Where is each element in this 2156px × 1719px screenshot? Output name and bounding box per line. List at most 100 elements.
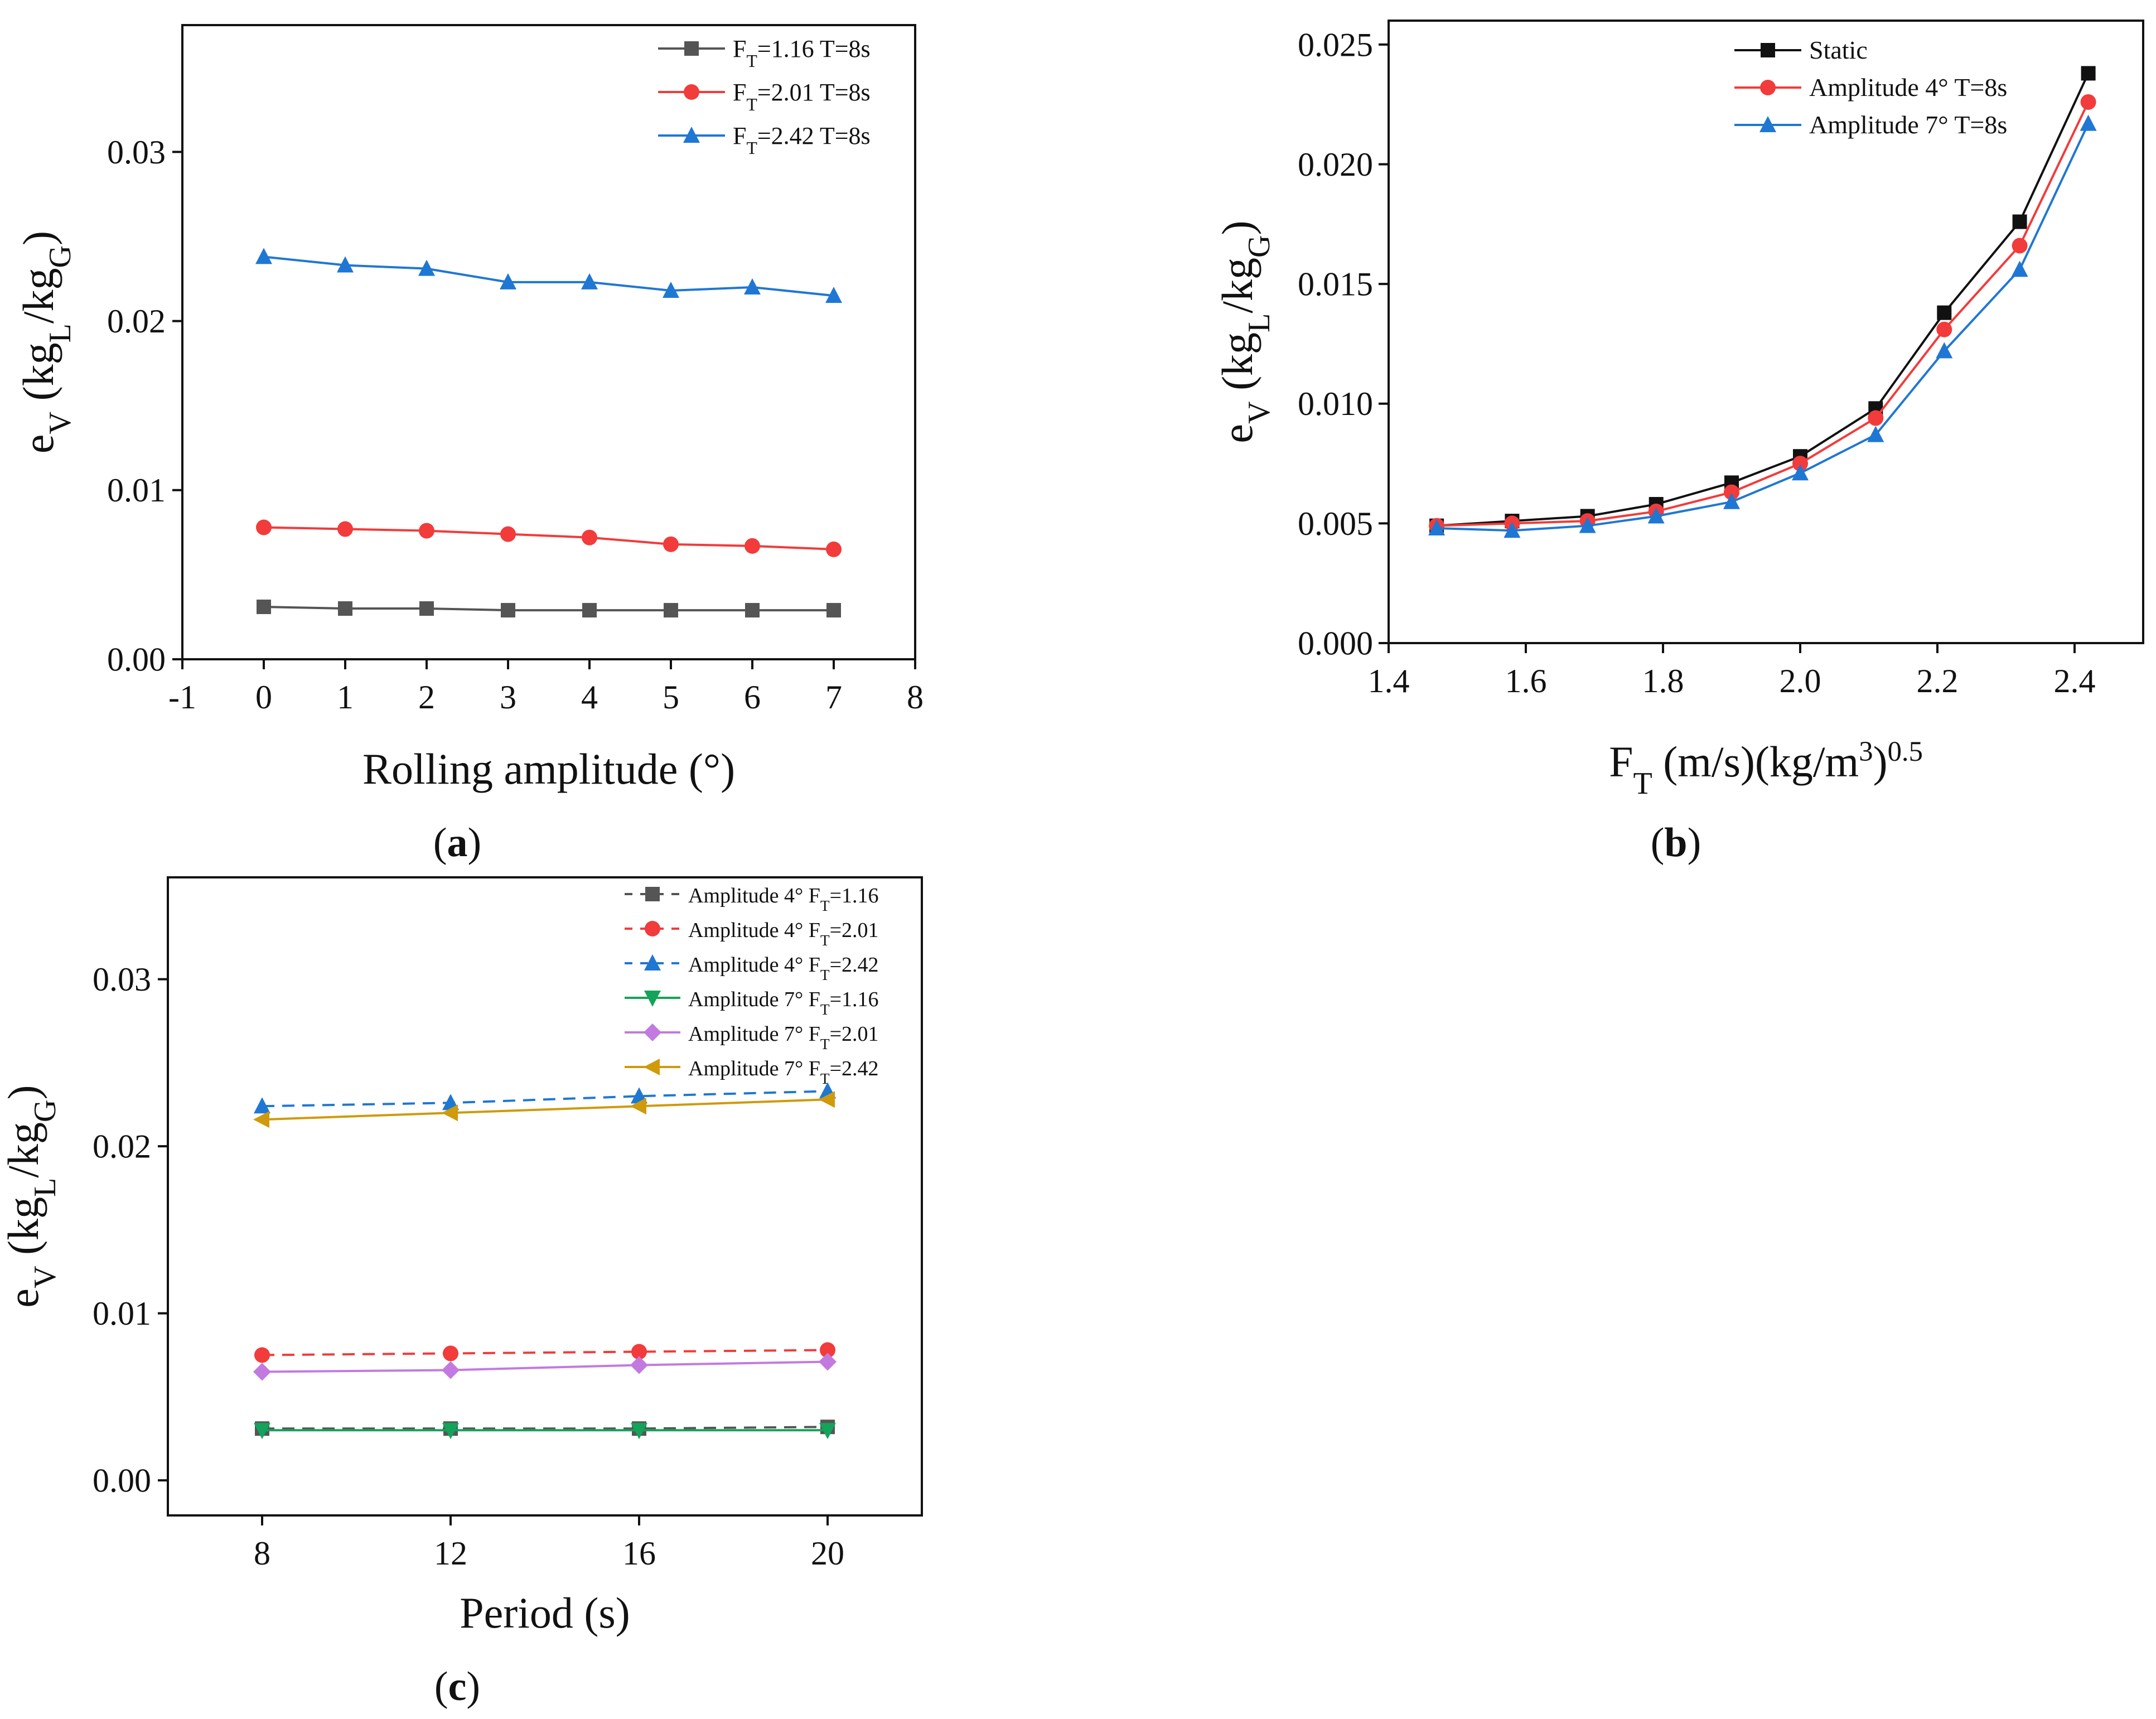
panel-b-legend-marker-1 [1760,80,1776,95]
panel-label-c: (c) [434,1664,480,1710]
panel-c-series-2 [254,1082,836,1114]
panel-a-y-axis-title: eV (kgL/kgG) [14,231,78,453]
panel-a-series-2-point [337,256,354,273]
panel-a-legend-marker-2 [683,127,700,143]
panel-c-x-axis-title: Period (s) [460,1588,630,1637]
panel-b-y-tick-label: 0.000 [1298,625,1373,661]
panel-c-y-tick-label: 0.02 [93,1128,151,1165]
panel-c-legend-marker-3 [644,991,661,1007]
panel-a-x-tick-label: 2 [418,679,435,716]
panel-b-series-0-line [1436,73,2090,527]
panel-c-x-tick-label: 20 [811,1535,844,1572]
panel-a-y-tick-label: 0.01 [107,472,166,509]
panel-a-x-tick-label: 0 [255,679,272,716]
panel-a-series-1-point [256,519,272,535]
panel-c-series-1-point [820,1342,835,1358]
panel-a-series-0-point [582,603,597,618]
panel-b-legend-marker-0 [1761,43,1775,57]
panel-c-chart: 8 12 16 20 0.00 0.01 0.02 0.03 Period (s) eV (kgL… [0,876,923,1637]
panel-a-series-2 [255,248,842,303]
panel-b-series-0-point [1937,305,1952,320]
panel-c-y-tick-label: 0.01 [93,1295,151,1332]
panel-c-series-5 [253,1091,835,1128]
panel-c-legend-label-4: Amplitude 7° FT=2.01 [688,1022,879,1052]
panel-b-series-1-point [1936,321,1952,337]
panel-b-y-axis-title: eV (kgL/kgG) [1213,220,1277,443]
panel-b-x-tick-label: 2.2 [1917,663,1959,699]
panel-b-series-1-point [2012,238,2028,254]
panel-b-series-2-point [1936,342,1953,359]
panel-b-series-0-point [2081,66,2096,81]
panel-b-y-tick-label: 0.005 [1298,505,1373,542]
panel-c-series-2-point [254,1097,270,1114]
panel-c-legend-marker-4 [644,1023,661,1041]
panel-a-x-tick-label: -1 [168,679,196,716]
panel-b-y-tick-label: 0.020 [1298,146,1373,183]
panel-c-series-0 [255,1419,835,1436]
panel-b-series-2-point [1428,519,1446,535]
panel-a-x-axis-title: Rolling amplitude (°) [362,745,735,793]
panel-a-series-1-point [826,541,842,557]
panel-c-series-3-point [631,1423,647,1440]
panel-label-b: (b) [1651,820,1701,866]
panel-c-series-1 [254,1342,835,1363]
panel-b-legend-label-2: Amplitude 7° T=8s [1809,110,2007,139]
panel-a-series-0-point [826,603,841,618]
panel-a-series-1-point [582,529,597,545]
panel-c-series-2-point [442,1094,459,1110]
panel-c-series-5-point [630,1098,646,1115]
panel-b-x-axis-title: FT (m/s)(kg/m3)0.5 [1609,736,1923,801]
panel-c-series-3 [254,1423,836,1440]
panel-b-series-0-point [2012,214,2027,229]
panel-c-series-1-point [631,1344,647,1360]
panel-c-y-tick-label: 0.03 [93,961,151,998]
panel-b-series-2-point [1647,507,1665,524]
panel-a-series-1 [256,519,842,557]
panel-c-y-tick-label: 0.00 [93,1462,151,1499]
panel-c-series-2-point [631,1087,647,1104]
panel-a-series-0-point [664,603,678,618]
panel-c-series-4-line [262,1360,828,1373]
panel-c-series-4-point [442,1361,460,1379]
panel-c-legend-marker-5 [644,1059,660,1075]
panel-c-series-1-point [254,1347,270,1363]
panel-b-plot-frame [1388,20,2144,644]
panel-c-y-axis-title: eV (kgL/kgG) [0,1085,62,1307]
panel-a-legend-label-0: FT=1.16 T=8s [733,35,871,71]
panel-a-x-tick-label: 5 [663,679,679,716]
panel-a-series-0-point [338,601,352,616]
panel-c-legend-marker-2 [644,954,661,970]
panel-b-series-2 [1428,114,2097,538]
panel-a-series-0-point [501,603,515,618]
panel-b-x-tick-label: 2.0 [1780,663,1821,699]
panel-a-series-2-point [663,282,679,298]
panel-b-series-2-point [2011,260,2028,277]
panel-a-plot-frame [181,24,916,660]
panel-b-series-1-point [1868,410,1884,426]
panel-a-chart: -1 0 1 2 3 4 5 6 7 8 0.00 0.01 0.02 0.03 Rolling ampli… [14,24,924,793]
panel-a-series-0 [257,600,841,618]
panel-c-series-4 [253,1353,837,1381]
panel-a-x-tick-label: 4 [581,679,598,716]
panel-a-series-2-line [263,255,834,297]
panel-a-series-2-point [418,259,435,276]
panel-b-series-1-line [1437,102,2090,527]
panel-c-series-5-line [262,1098,828,1121]
panel-b-series-2-point [1792,464,1809,481]
panel-c-series-3-point [819,1423,836,1440]
panel-b-series-1-point [2080,94,2096,110]
panel-b-series-2-point [1579,516,1596,533]
panel-a-series-2-point [581,273,598,289]
panel-c-series-2-line [262,1090,828,1108]
panel-c-legend-label-5: Amplitude 7° FT=2.42 [688,1057,879,1087]
panel-c-series-0-line [262,1426,828,1430]
panel-a-series-0-point [257,600,271,615]
panel-c-legend-marker-0 [645,887,660,901]
panel-a-y-tick-label: 0.03 [107,134,166,171]
panel-a-legend-label-2: FT=2.42 T=8s [733,122,871,158]
panel-b-legend-label-0: Static [1809,36,1868,64]
panel-c-series-4-point [253,1363,271,1381]
panel-a-series-1-point [337,521,353,537]
panel-a-series-0-line [263,606,834,612]
panel-a-series-1-line [263,526,834,551]
